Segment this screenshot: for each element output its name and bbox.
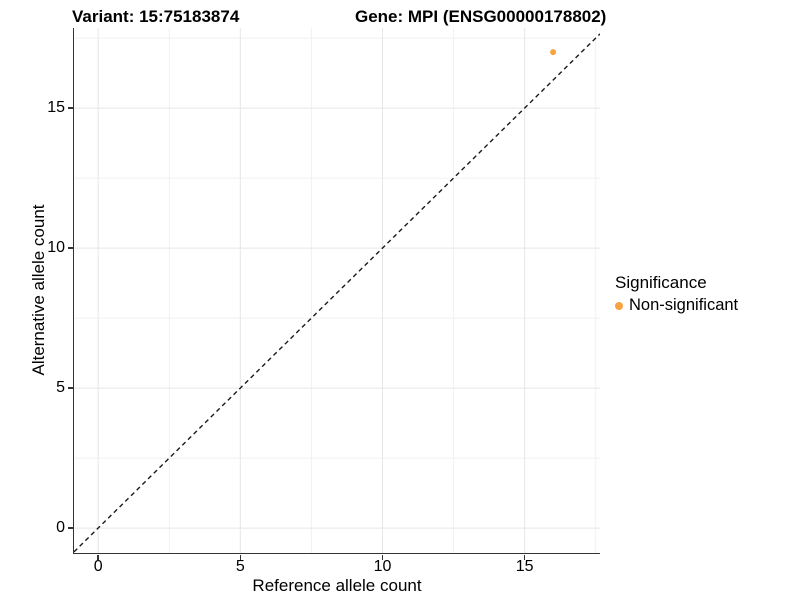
x-axis-tick-label: 5 xyxy=(235,558,245,575)
x-axis-tick-label: 15 xyxy=(515,558,534,575)
x-axis-tick-mark xyxy=(523,555,526,560)
identity-dashed-line xyxy=(73,33,600,553)
x-axis-tick-label: 0 xyxy=(93,558,103,575)
legend-title: Significance xyxy=(615,273,707,292)
x-axis-tick-mark xyxy=(97,555,99,560)
gene-title: Gene: MPI (ENSG00000178802) xyxy=(355,7,607,26)
legend-point-icon xyxy=(615,301,623,310)
legend-entry: Non-significant xyxy=(615,296,738,315)
x-axis-tick-mark xyxy=(239,555,242,560)
y-axis-tick-mark xyxy=(67,107,73,109)
variant-title: Variant: 15:75183874 xyxy=(72,7,240,26)
plot-panel xyxy=(72,28,600,554)
legend-entries: Non-significant xyxy=(615,296,738,315)
y-axis-tick-label: 0 xyxy=(56,519,65,537)
y-axis-tick-mark xyxy=(67,387,73,389)
y-axis-tick-mark xyxy=(67,527,73,529)
x-axis-tick-label: 10 xyxy=(373,558,392,575)
y-axis-title: Alternative allele count xyxy=(29,204,48,376)
y-axis-tick-label: 5 xyxy=(56,379,65,397)
y-axis-tick-label: 10 xyxy=(47,239,65,257)
data-point xyxy=(549,49,556,56)
plot-canvas xyxy=(73,28,600,553)
x-axis-title: Reference allele count xyxy=(252,576,422,595)
x-axis-tick-mark xyxy=(381,555,384,560)
y-axis-tick-mark xyxy=(67,247,73,249)
y-axis-tick-label: 15 xyxy=(47,99,65,117)
legend-entry-label: Non-significant xyxy=(629,296,739,314)
legend: Significance Non-significant xyxy=(615,273,738,315)
